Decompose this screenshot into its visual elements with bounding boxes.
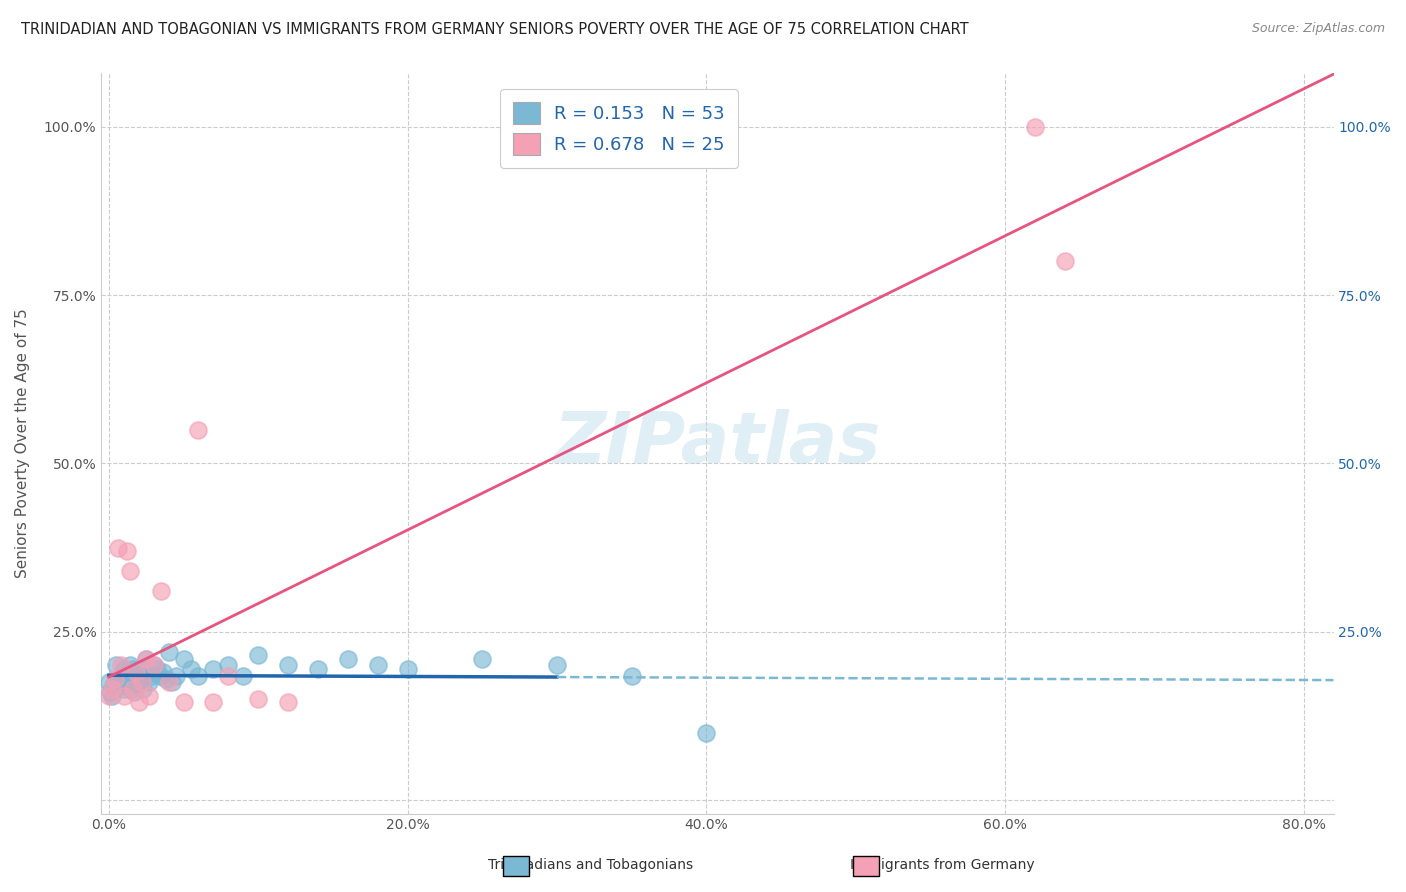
Point bbox=[125, 672, 148, 686]
Point bbox=[97, 689, 120, 703]
Point bbox=[1024, 120, 1046, 134]
Point bbox=[187, 668, 209, 682]
Point bbox=[157, 645, 180, 659]
Point bbox=[149, 668, 172, 682]
Point bbox=[105, 658, 128, 673]
Point bbox=[139, 668, 162, 682]
Point bbox=[1053, 254, 1076, 268]
Point bbox=[115, 544, 138, 558]
Point bbox=[277, 658, 299, 673]
Point bbox=[160, 675, 183, 690]
Point bbox=[367, 658, 389, 673]
Point bbox=[620, 668, 643, 682]
Point bbox=[121, 681, 143, 696]
Point bbox=[97, 675, 120, 690]
Point bbox=[307, 662, 329, 676]
Point bbox=[104, 681, 127, 696]
Point bbox=[107, 541, 129, 555]
Point bbox=[112, 689, 135, 703]
Point bbox=[138, 675, 160, 690]
Point bbox=[135, 651, 157, 665]
Point bbox=[134, 668, 156, 682]
Point bbox=[247, 692, 270, 706]
Point bbox=[336, 651, 359, 665]
Point bbox=[110, 668, 132, 682]
Point bbox=[138, 689, 160, 703]
Point bbox=[127, 675, 149, 690]
Point bbox=[101, 681, 124, 696]
Point bbox=[121, 662, 143, 676]
Point bbox=[155, 672, 177, 686]
Point bbox=[98, 685, 121, 699]
Y-axis label: Seniors Poverty Over the Age of 75: Seniors Poverty Over the Age of 75 bbox=[15, 309, 30, 578]
Point bbox=[128, 696, 150, 710]
Point bbox=[117, 668, 139, 682]
Point bbox=[142, 658, 165, 673]
Point bbox=[122, 685, 145, 699]
Point bbox=[152, 665, 174, 680]
Text: Trinidadians and Tobagonians: Trinidadians and Tobagonians bbox=[488, 858, 693, 872]
Point bbox=[114, 672, 136, 686]
Point bbox=[695, 725, 717, 739]
Text: ZIPatlas: ZIPatlas bbox=[554, 409, 882, 478]
Legend: R = 0.153   N = 53, R = 0.678   N = 25: R = 0.153 N = 53, R = 0.678 N = 25 bbox=[501, 89, 738, 168]
Point bbox=[111, 675, 134, 690]
Point bbox=[110, 658, 132, 673]
Point bbox=[157, 675, 180, 690]
Point bbox=[471, 651, 494, 665]
Point bbox=[396, 662, 419, 676]
Point bbox=[128, 668, 150, 682]
Point bbox=[202, 696, 225, 710]
Point bbox=[108, 679, 131, 693]
Point bbox=[131, 675, 153, 690]
Point bbox=[142, 658, 165, 673]
Point bbox=[129, 675, 152, 690]
Point bbox=[120, 681, 142, 696]
Point bbox=[118, 658, 141, 673]
Point bbox=[173, 696, 195, 710]
Point bbox=[546, 658, 568, 673]
Point bbox=[277, 696, 299, 710]
Point bbox=[135, 651, 157, 665]
Text: Immigrants from Germany: Immigrants from Germany bbox=[849, 858, 1035, 872]
Text: Source: ZipAtlas.com: Source: ZipAtlas.com bbox=[1251, 22, 1385, 36]
Text: TRINIDADIAN AND TOBAGONIAN VS IMMIGRANTS FROM GERMANY SENIORS POVERTY OVER THE A: TRINIDADIAN AND TOBAGONIAN VS IMMIGRANTS… bbox=[21, 22, 969, 37]
Point bbox=[125, 665, 148, 680]
Point bbox=[173, 651, 195, 665]
Point bbox=[112, 681, 135, 696]
Point bbox=[202, 662, 225, 676]
Point bbox=[150, 584, 173, 599]
Point bbox=[187, 423, 209, 437]
Point bbox=[232, 668, 254, 682]
Point bbox=[107, 672, 129, 686]
Point bbox=[112, 662, 135, 676]
Point bbox=[103, 679, 125, 693]
Point bbox=[118, 564, 141, 578]
Point bbox=[165, 668, 187, 682]
Point bbox=[247, 648, 270, 663]
Point bbox=[104, 672, 127, 686]
Point bbox=[101, 689, 124, 703]
Point bbox=[145, 662, 167, 676]
Point bbox=[180, 662, 202, 676]
Point bbox=[217, 668, 239, 682]
Point bbox=[115, 675, 138, 690]
Point bbox=[132, 681, 155, 696]
Point bbox=[217, 658, 239, 673]
Point bbox=[131, 662, 153, 676]
